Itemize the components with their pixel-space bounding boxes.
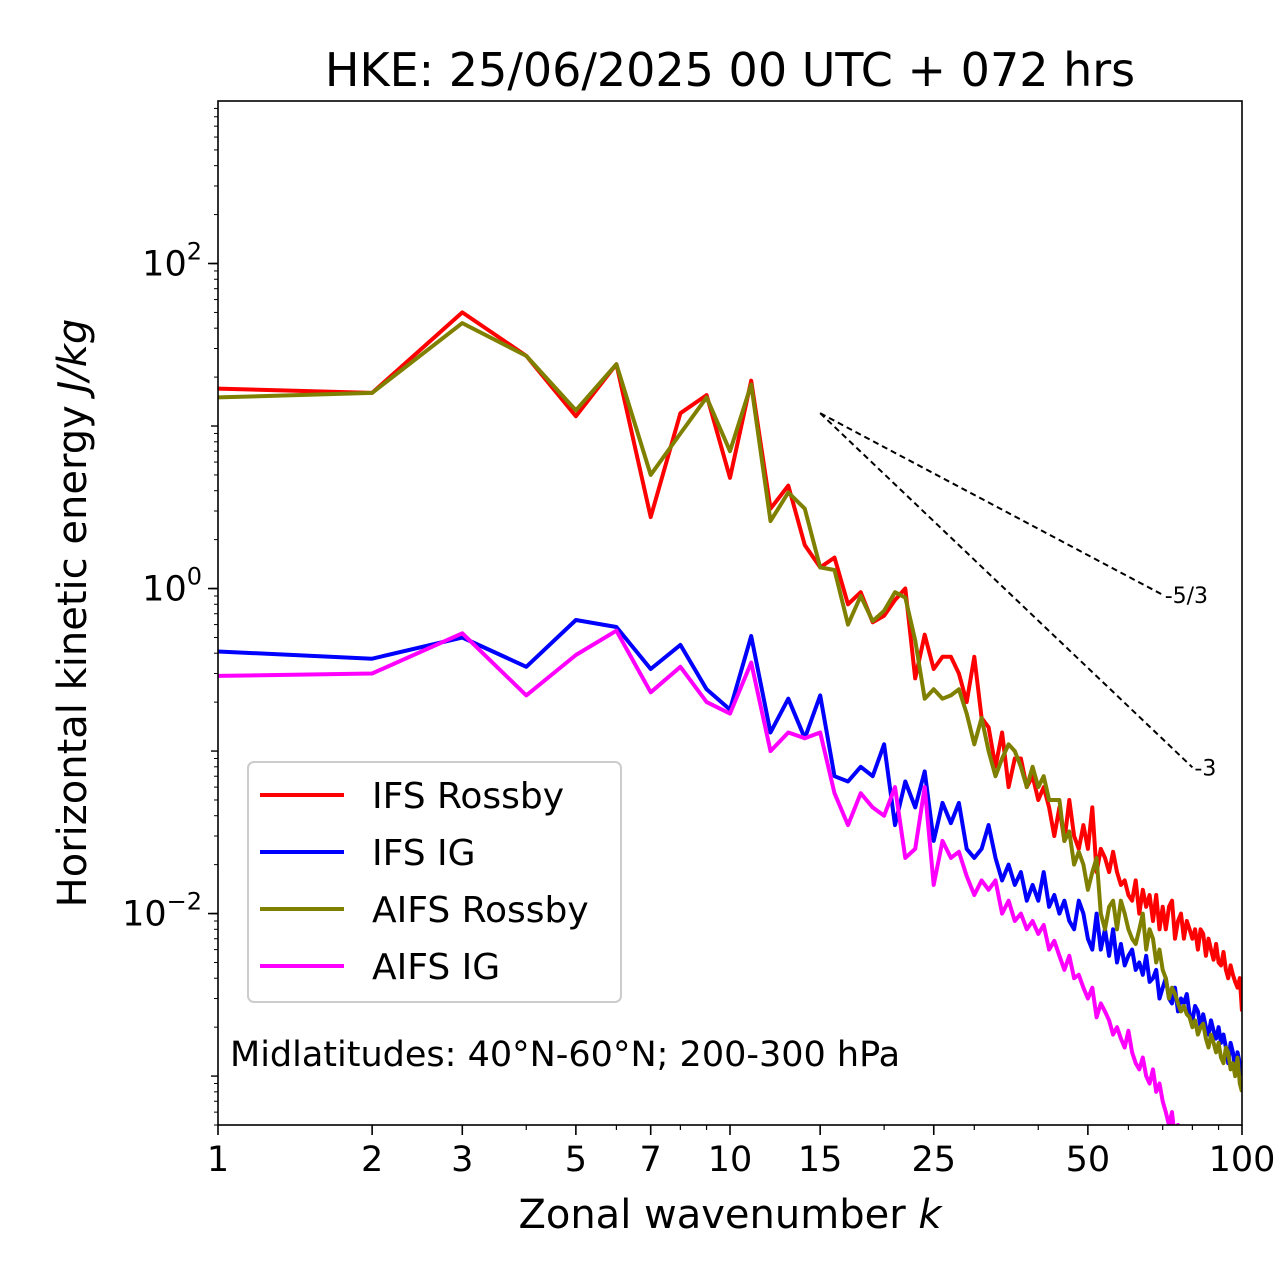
y-axis-label-italic: J/kg — [50, 319, 96, 400]
reference-line-1 — [819, 412, 1194, 769]
legend: IFS Rossby IFS IG AIFS Rossby AIFS IG — [247, 761, 622, 1003]
chart-title: HKE: 25/06/2025 00 UTC + 072 hrs — [325, 43, 1135, 97]
legend-label-0: IFS Rossby — [372, 776, 564, 817]
legend-label-3: AIFS IG — [372, 947, 500, 988]
series-line-2 — [218, 321, 1242, 1093]
y-tick-label-2: 10−2 — [122, 888, 202, 935]
y-tick-label-base: 10 — [142, 245, 187, 285]
x-tick-label-5: 10 — [708, 1140, 753, 1180]
y-tick-label-1: 100 — [142, 563, 202, 610]
x-tick-label-0: 1 — [207, 1140, 229, 1180]
y-tick-label-base: 10 — [122, 895, 167, 935]
x-axis-label: Zonal wavenumber k — [518, 1192, 943, 1238]
legend-box — [247, 761, 622, 1003]
y-tick-label-exp: −2 — [167, 888, 202, 916]
legend-label-1: IFS IG — [372, 833, 476, 874]
x-tick-label-1: 2 — [361, 1140, 383, 1180]
y-tick-label-exp: 2 — [187, 238, 202, 266]
x-tick-label-7: 25 — [911, 1140, 956, 1180]
series-layer — [218, 310, 1242, 1125]
series-line-1 — [218, 618, 1242, 1077]
x-tick-label-9: 100 — [1209, 1140, 1276, 1180]
legend-entries: IFS Rossby IFS IG AIFS Rossby AIFS IG — [260, 776, 589, 988]
series-line-0 — [218, 310, 1242, 1012]
reference-line-0 — [819, 412, 1164, 596]
y-axis-label: Horizontal kinetic energy J/kg — [50, 319, 96, 908]
x-tick-label-8: 50 — [1066, 1140, 1111, 1180]
y-tick-label-0: 102 — [142, 238, 202, 285]
reference-line-label-1: -3 — [1194, 756, 1216, 781]
region-annotation: Midlatitudes: 40°N-60°N; 200-300 hPa — [230, 1035, 900, 1075]
x-axis-ticks: 1 2 3 5 7 10 15 25 50 100 — [207, 1125, 1276, 1180]
series-line-3 — [218, 628, 1181, 1125]
x-tick-label-2: 3 — [451, 1140, 473, 1180]
reference-slope-lines: -5/3 -3 — [819, 412, 1216, 781]
x-tick-label-6: 15 — [798, 1140, 843, 1180]
y-tick-label-exp: 0 — [187, 563, 202, 591]
y-axis-label-main: Horizontal kinetic energy — [50, 393, 96, 908]
x-axis-label-main: Zonal wavenumber — [518, 1192, 918, 1238]
y-tick-label-base: 10 — [142, 570, 187, 610]
reference-line-label-0: -5/3 — [1165, 584, 1208, 609]
legend-label-2: AIFS Rossby — [372, 890, 589, 931]
x-tick-label-4: 7 — [640, 1140, 662, 1180]
x-tick-label-3: 5 — [565, 1140, 587, 1180]
x-axis-label-italic: k — [918, 1192, 943, 1238]
